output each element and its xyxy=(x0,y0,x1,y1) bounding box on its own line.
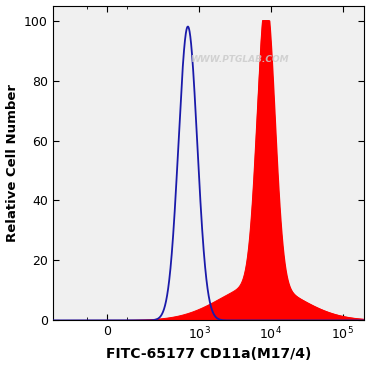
Text: WWW.PTGLAB.COM: WWW.PTGLAB.COM xyxy=(191,55,289,63)
X-axis label: FITC-65177 CD11a(M17/4): FITC-65177 CD11a(M17/4) xyxy=(106,348,311,361)
Y-axis label: Relative Cell Number: Relative Cell Number xyxy=(6,84,18,242)
